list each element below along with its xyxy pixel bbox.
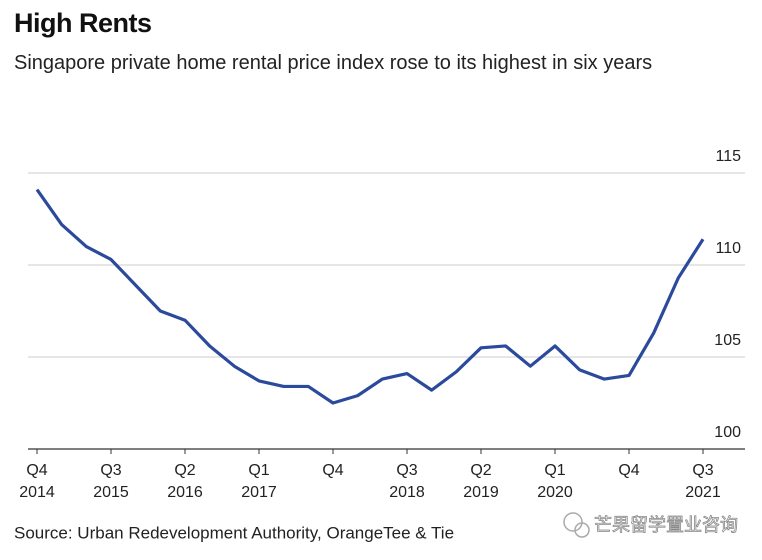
- x-tick-label: 2021: [685, 484, 721, 501]
- chart-title: High Rents: [14, 8, 152, 38]
- x-tick-label: 2015: [93, 484, 129, 501]
- x-tick-label: 2020: [537, 484, 573, 501]
- x-tick-label: 2017: [241, 484, 277, 501]
- line: [35, 188, 705, 405]
- x-tick-label: Q1: [248, 462, 269, 479]
- x-tick-label: Q3: [100, 462, 121, 479]
- x-tick-label: 2016: [167, 484, 203, 501]
- y-tick-label: 100: [714, 424, 741, 441]
- y-tick-label: 110: [715, 240, 741, 257]
- watermark-icon: [563, 512, 590, 538]
- x-tick-label: Q2: [470, 462, 491, 479]
- y-tick-label: 115: [715, 148, 741, 165]
- x-tick-label: Q3: [692, 462, 713, 479]
- x-tick-label: Q4: [322, 462, 343, 479]
- source: Source: Urban Redevelopment Authority, O…: [14, 523, 454, 542]
- x-tick-label: 2018: [389, 484, 425, 501]
- x-tick-label: 2019: [463, 484, 499, 501]
- x-tick-label: Q3: [396, 462, 417, 479]
- x-tick-label: Q1: [544, 462, 565, 479]
- y-tick-label: 105: [714, 332, 741, 349]
- chart-subtitle: Singapore private home rental price inde…: [14, 52, 653, 74]
- watermark: 芒果留学置业咨询: [594, 515, 738, 535]
- x-tick-label: 2014: [19, 484, 55, 501]
- x-tick-label: Q2: [174, 462, 195, 479]
- x-tick-label: Q4: [26, 462, 47, 479]
- x-tick-label: Q4: [618, 462, 639, 479]
